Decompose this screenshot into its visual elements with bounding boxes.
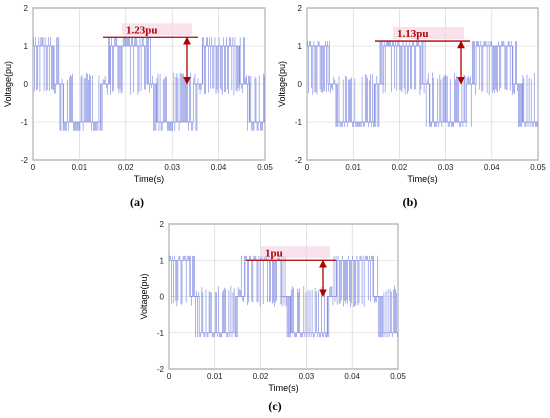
y-tick-label: 1: [160, 256, 165, 265]
x-tick-label: 0.02: [253, 372, 269, 381]
panel-caption: (b): [403, 195, 418, 209]
y-axis-label: Voltage(pu): [277, 61, 287, 107]
panel-caption: (a): [130, 195, 144, 209]
x-tick-label: 0.02: [118, 163, 134, 172]
x-tick-label: 0.03: [299, 372, 315, 381]
x-tick-label: 0.01: [72, 163, 88, 172]
x-tick-label: 0.05: [257, 163, 273, 172]
chart-panel-3: 0 0.01 0.02 0.03 0.04 0.05 -2 -1 0 1 2 Time(s) Volta…: [139, 220, 406, 413]
y-tick-label: 1: [24, 42, 29, 51]
y-tick-label: 0: [160, 293, 165, 302]
x-tick-label: 0.03: [164, 163, 180, 172]
x-tick-label: 0: [31, 163, 36, 172]
y-tick-label: 0: [24, 80, 29, 89]
voltage-waveform: [307, 41, 538, 127]
chart-panel-2: 0 0.01 0.02 0.03 0.04 0.05 -2 -1 0 1 2 Time(s) Volta…: [277, 4, 546, 209]
x-tick-label: 0: [305, 163, 310, 172]
y-axis-label: Voltage(pu): [139, 273, 149, 319]
y-tick-label: 2: [298, 4, 303, 13]
x-tick-label: 0.04: [211, 163, 227, 172]
x-tick-label: 0.03: [438, 163, 454, 172]
voltage-waveform: [33, 37, 265, 131]
annotation-highlight: [393, 27, 464, 40]
x-tick-label: 0.04: [484, 163, 500, 172]
y-axis-label: Voltage(pu): [3, 61, 13, 107]
annotation-highlight: [261, 246, 330, 259]
y-tick-label: 1: [298, 42, 303, 51]
panel-caption: (c): [268, 399, 281, 413]
x-axis-label: Time(s): [268, 383, 298, 393]
y-tick-label: -2: [157, 365, 165, 374]
annotation-highlight: [122, 23, 192, 36]
y-tick-label: 2: [24, 4, 29, 13]
peak-annotation-label: 1.23pu: [126, 24, 158, 36]
y-tick-label: -2: [21, 156, 29, 165]
peak-annotation-label: 1.13pu: [397, 28, 429, 40]
x-tick-label: 0.01: [345, 163, 361, 172]
x-tick-label: 0: [167, 372, 172, 381]
y-tick-label: 2: [160, 220, 165, 229]
peak-annotation-label: 1pu: [265, 247, 283, 259]
chart-panel-1: 0 0.01 0.02 0.03 0.04 0.05 -2 -1 0 1 2 Time(s) Volta…: [3, 4, 273, 209]
x-tick-label: 0.05: [530, 163, 546, 172]
y-tick-label: 0: [298, 80, 303, 89]
x-axis-label: Time(s): [134, 174, 164, 184]
x-tick-label: 0.04: [344, 372, 360, 381]
x-tick-label: 0.02: [392, 163, 408, 172]
y-tick-label: -1: [21, 118, 29, 127]
x-tick-label: 0.05: [390, 372, 406, 381]
y-tick-label: -1: [295, 118, 303, 127]
y-tick-label: -2: [295, 156, 303, 165]
x-axis-label: Time(s): [407, 174, 437, 184]
x-tick-label: 0.01: [207, 372, 223, 381]
voltage-waveform: [169, 255, 398, 338]
y-tick-label: -1: [157, 329, 165, 338]
